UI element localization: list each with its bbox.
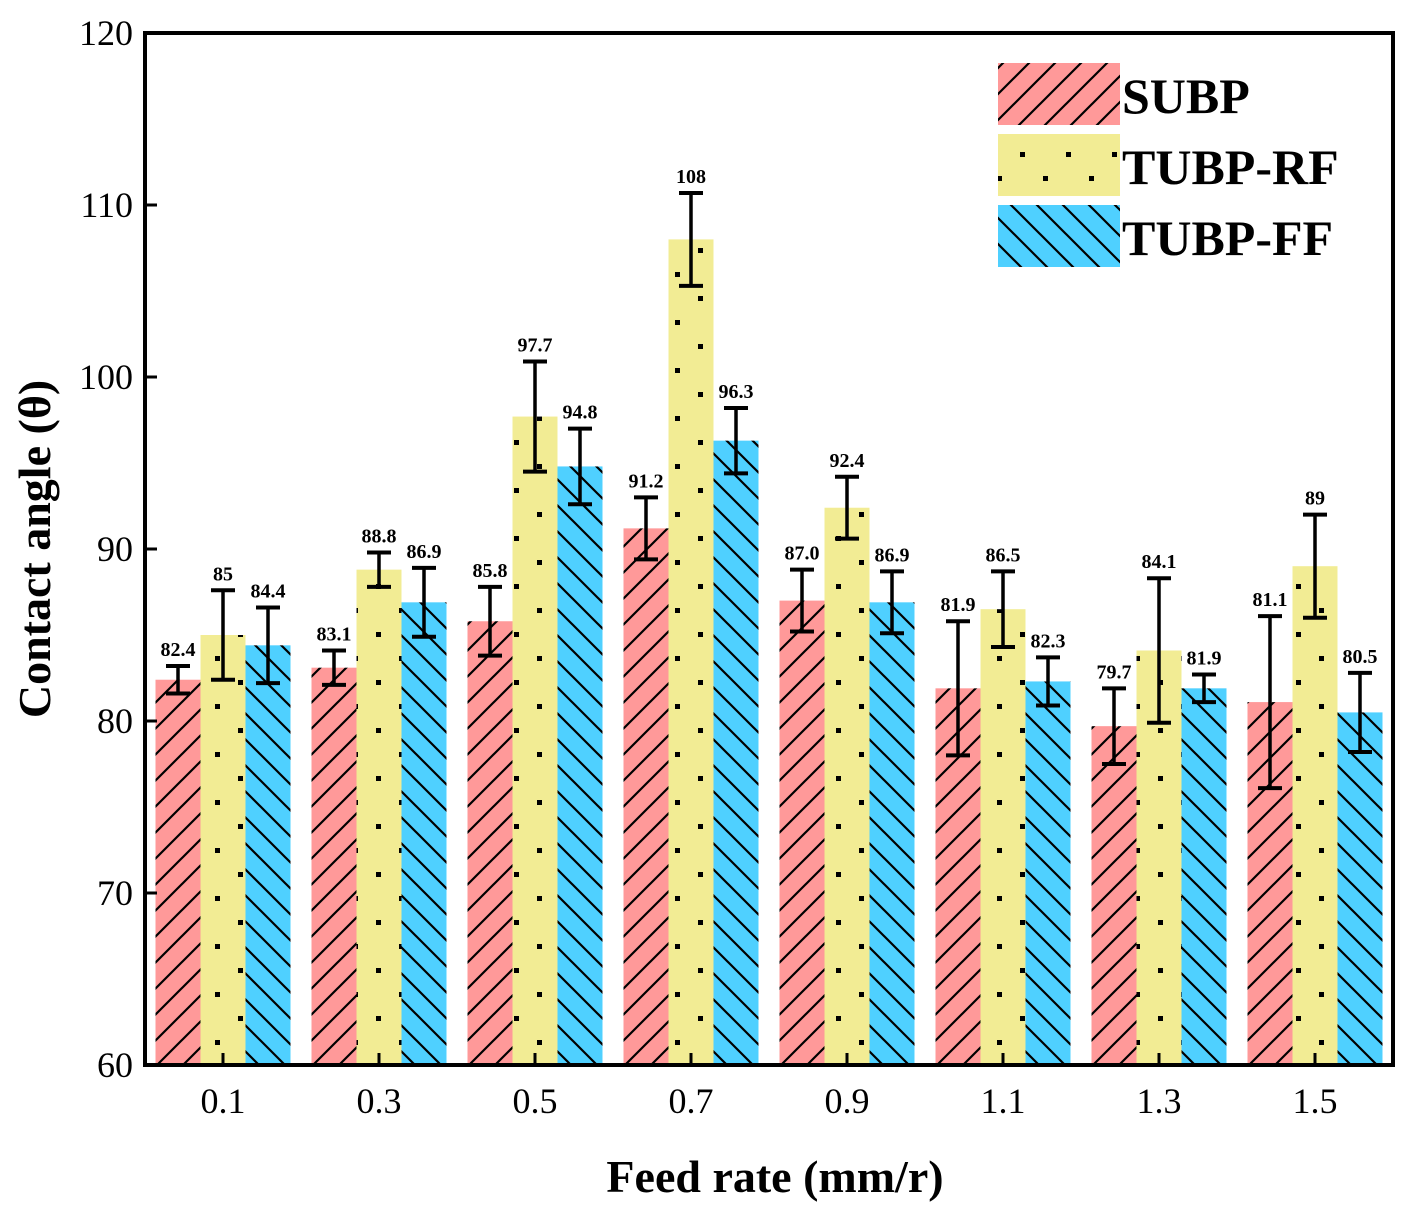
legend-swatch-tubp-ff: [998, 205, 1120, 267]
data-label: 84.1: [1142, 551, 1177, 573]
bar-tubp-rf: [200, 635, 246, 1065]
y-tick-label: 100: [79, 357, 133, 397]
data-label: 97.7: [518, 335, 553, 357]
data-label: 82.4: [161, 639, 196, 661]
data-label: 82.3: [1031, 630, 1066, 652]
bar-subp: [467, 621, 513, 1065]
bar-subp: [779, 600, 825, 1065]
x-tick-label: 1.5: [1293, 1081, 1338, 1121]
data-label: 91.2: [629, 470, 664, 492]
x-tick-label: 0.5: [513, 1081, 558, 1121]
data-label: 83.1: [317, 623, 352, 645]
x-tick-label: 1.1: [981, 1081, 1026, 1121]
legend-label: TUBP-FF: [1122, 210, 1333, 266]
bar-subp: [623, 528, 669, 1065]
data-label: 84.4: [251, 580, 286, 602]
data-label: 89: [1305, 488, 1325, 510]
x-tick-label: 0.9: [825, 1081, 870, 1121]
data-label: 88.8: [362, 525, 397, 547]
legend-label: SUBP: [1122, 68, 1250, 124]
bar-tubp-ff: [1181, 688, 1227, 1065]
data-label: 87.0: [785, 543, 820, 565]
legend: SUBP TUBP-RF TUBP-FF: [998, 63, 1339, 267]
bar-subp: [311, 667, 357, 1065]
bar-tubp-rf: [824, 507, 870, 1066]
bar-tubp-ff: [1025, 681, 1071, 1065]
data-label: 79.7: [1097, 661, 1132, 683]
y-tick-label: 80: [97, 701, 133, 741]
x-tick-label: 0.3: [357, 1081, 402, 1121]
bar-subp: [155, 679, 201, 1065]
x-tick-label: 1.3: [1137, 1081, 1182, 1121]
x-tick-label: 0.1: [201, 1081, 246, 1121]
bar-tubp-rf: [512, 416, 558, 1065]
data-label: 86.9: [875, 544, 910, 566]
data-label: 81.9: [1187, 648, 1222, 670]
y-tick-label: 70: [97, 873, 133, 913]
y-axis-label: Contact angle (θ): [9, 380, 60, 718]
data-label: 85: [213, 563, 233, 585]
bar-tubp-rf: [1292, 566, 1338, 1065]
data-label: 81.1: [1253, 589, 1288, 611]
bar-tubp-ff: [713, 440, 759, 1065]
x-axis-label: Feed rate (mm/r): [606, 1151, 943, 1202]
legend-label: TUBP-RF: [1122, 139, 1339, 195]
bar-tubp-rf: [980, 609, 1026, 1065]
data-label: 85.8: [473, 560, 508, 582]
data-label: 86.9: [407, 541, 442, 563]
bar-tubp-ff: [869, 602, 915, 1065]
data-label: 108: [676, 166, 706, 188]
bar-tubp-ff: [401, 602, 447, 1065]
bar-tubp-ff: [245, 645, 291, 1065]
legend-swatch-tubp-rf: [998, 134, 1120, 196]
data-label: 80.5: [1343, 646, 1378, 668]
data-label: 94.8: [563, 402, 598, 424]
data-label: 86.5: [986, 544, 1021, 566]
y-tick-label: 120: [79, 13, 133, 53]
bar-tubp-ff: [1337, 712, 1383, 1065]
data-label: 96.3: [719, 381, 754, 403]
x-tick-label: 0.7: [669, 1081, 714, 1121]
bar-subp: [1091, 726, 1137, 1065]
data-label: 81.9: [941, 594, 976, 616]
y-tick-label: 60: [97, 1045, 133, 1085]
legend-swatch-subp: [998, 63, 1120, 125]
bar-tubp-ff: [557, 466, 603, 1065]
bar-tubp-rf: [356, 569, 402, 1065]
y-tick-label: 90: [97, 529, 133, 569]
bar-tubp-rf: [668, 239, 714, 1065]
data-label: 92.4: [830, 450, 865, 472]
y-tick-label: 110: [80, 185, 133, 225]
